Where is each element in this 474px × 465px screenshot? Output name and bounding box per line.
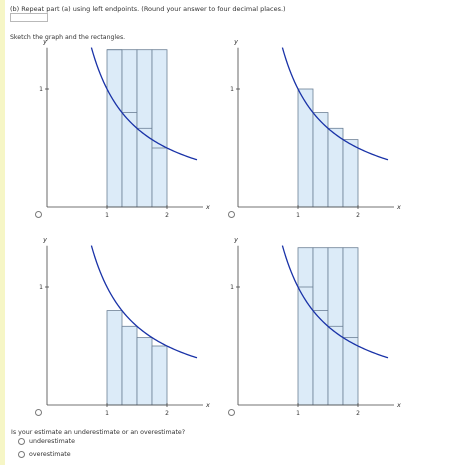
function-curve — [90, 47, 198, 161]
option-overestimate[interactable]: overestimate — [18, 450, 71, 459]
y-axis-label: y — [42, 236, 47, 244]
riemann-rectangle — [297, 88, 314, 208]
y-axis-label: y — [233, 236, 238, 244]
riemann-rectangle — [342, 247, 359, 406]
x-tick-label: 1 — [105, 212, 109, 219]
x-axis-label: x — [396, 401, 401, 409]
riemann-rectangle — [151, 49, 168, 208]
riemann-rectangle — [121, 49, 138, 208]
y-tick-label: 1 — [39, 284, 43, 291]
graph-d-radio[interactable] — [228, 409, 235, 416]
graph-option-d: 1 2 1 x y — [230, 236, 401, 417]
graph-b-radio[interactable] — [228, 211, 235, 218]
function-curve — [281, 245, 389, 359]
graph-option-b: 1 2 1 x y — [230, 38, 401, 219]
function-curve — [90, 245, 198, 359]
x-tick-label: 2 — [356, 410, 360, 417]
graph-c-radio[interactable] — [35, 409, 42, 416]
underestimate-radio[interactable] — [18, 438, 25, 445]
x-tick-label: 2 — [165, 212, 169, 219]
x-tick-label: 2 — [165, 410, 169, 417]
x-axis-label: x — [205, 203, 210, 211]
answer-input[interactable] — [10, 13, 48, 22]
x-tick-label: 1 — [105, 410, 109, 417]
x-tick-label: 1 — [296, 410, 300, 417]
overestimate-radio[interactable] — [18, 451, 25, 458]
option-underestimate[interactable]: underestimate — [18, 437, 75, 446]
riemann-rectangle — [327, 127, 344, 208]
graph-option-a: 1 2 1 x y — [39, 38, 210, 219]
riemann-rectangle — [312, 247, 329, 406]
y-axis-label: y — [42, 38, 47, 46]
left-accent-bar — [0, 0, 5, 465]
riemann-rectangle — [342, 139, 359, 208]
overestimate-label: overestimate — [29, 451, 71, 458]
graph-option-c: 1 2 1 x y — [39, 236, 210, 417]
graph-a-radio[interactable] — [35, 211, 42, 218]
riemann-rectangle — [106, 49, 123, 208]
x-tick-label: 2 — [356, 212, 360, 219]
sketch-instruction: Sketch the graph and the rectangles. — [10, 34, 126, 41]
riemann-rectangle — [121, 325, 138, 406]
riemann-rectangle — [106, 310, 123, 406]
y-tick-label: 1 — [230, 284, 234, 291]
underestimate-label: underestimate — [29, 438, 76, 445]
y-tick-label: 1 — [39, 86, 43, 93]
part-b-title: (b) Repeat part (a) using left endpoints… — [10, 5, 286, 13]
x-axis-label: x — [205, 401, 210, 409]
y-axis-label: y — [233, 38, 238, 46]
x-tick-label: 1 — [296, 212, 300, 219]
riemann-rectangle — [297, 247, 314, 406]
y-tick-label: 1 — [230, 86, 234, 93]
riemann-rectangle — [136, 337, 153, 406]
x-axis-label: x — [396, 203, 401, 211]
function-curve — [281, 47, 389, 161]
estimate-question: Is your estimate an underestimate or an … — [11, 429, 186, 436]
riemann-rectangle — [151, 345, 168, 406]
